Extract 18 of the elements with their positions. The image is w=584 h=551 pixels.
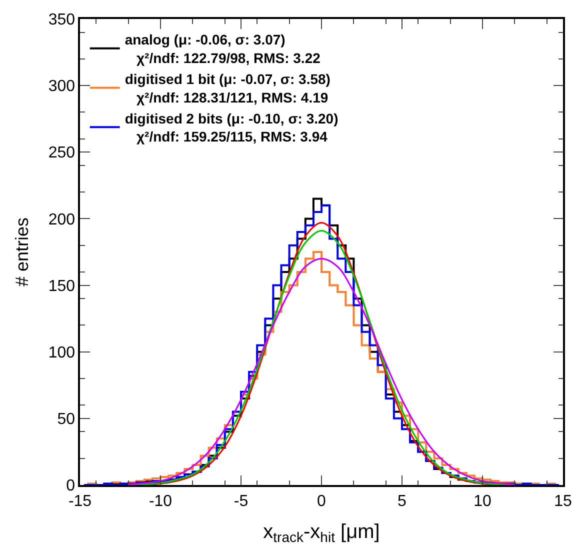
y-tick-label: 100 — [48, 344, 76, 362]
y-tick-label: 300 — [48, 78, 76, 96]
y-tick-label: 150 — [48, 278, 76, 295]
y-tick-label: 0 — [66, 478, 76, 495]
x-tick-label: 15 — [554, 492, 572, 510]
x-tick-label: -5 — [234, 492, 248, 510]
y-tick-label: 200 — [48, 211, 76, 228]
x-axis-title: x$_{track}$-x$_{hit}$ [μm] — [263, 520, 380, 546]
y-tick-label: 50 — [57, 411, 76, 428]
legend-label: digitised 2 bits (μ: -0.10, σ: 3.20) χ²/ndf: 159.25/115, RMS: 3.94 — [124, 110, 338, 145]
y-tick-label: 250 — [48, 144, 76, 162]
x-tick-label: 5 — [398, 492, 407, 510]
y-axis-title: # entries — [12, 217, 32, 287]
x-tick-label: 0 — [317, 492, 326, 510]
x-tick-label: 10 — [474, 492, 492, 510]
x-tick-label: -10 — [148, 492, 172, 510]
y-tick-label: 350 — [48, 12, 76, 29]
x-tick-label: -15 — [68, 492, 92, 510]
